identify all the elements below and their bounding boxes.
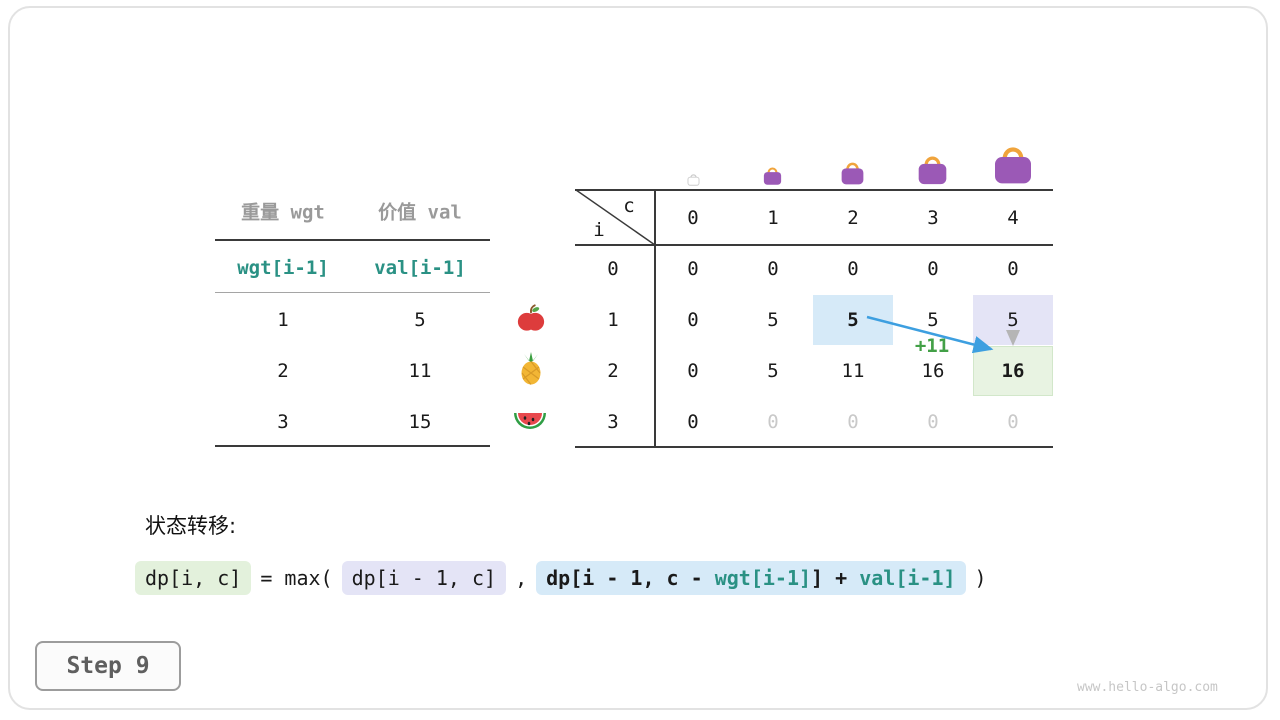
formula-close-paren: ) bbox=[974, 566, 987, 590]
items-row0-wgt: 1 bbox=[277, 309, 289, 331]
dp-cell-r1-c0: 0 bbox=[687, 309, 699, 331]
dp-cell-r0-c0: 0 bbox=[687, 258, 699, 280]
highlight-cell-i2-c4 bbox=[973, 346, 1053, 396]
formula-lhs-chip: dp[i, c] bbox=[135, 561, 252, 595]
dp-row-header-3: 3 bbox=[607, 411, 619, 433]
corner-diagonal bbox=[576, 190, 655, 245]
dp-cell-r1-c3: 5 bbox=[927, 309, 939, 331]
dp-cell-r3-c1: 0 bbox=[767, 411, 779, 433]
watermelon-icon bbox=[514, 413, 546, 429]
bag-icon-capacity-2 bbox=[841, 162, 864, 185]
bag-icon-capacity-4 bbox=[995, 147, 1031, 184]
formula-opt2-val: val[i-1] bbox=[859, 566, 956, 590]
dp-col-header-4: 4 bbox=[1007, 207, 1019, 229]
items-col-header-wgt: 重量 wgt bbox=[241, 201, 325, 224]
items-row0-val: 5 bbox=[414, 309, 426, 331]
dp-row-header-2: 2 bbox=[607, 360, 619, 382]
transition-formula: dp[i, c] = max( dp[i - 1, c] , dp[i - 1,… bbox=[135, 561, 987, 595]
dp-row-header-1: 1 bbox=[607, 309, 619, 331]
pineapple-icon bbox=[521, 352, 541, 385]
bag-icon-capacity-1 bbox=[763, 167, 782, 185]
formula-comma: , bbox=[515, 566, 528, 590]
dp-bottom-rule bbox=[575, 446, 1053, 448]
dp-col-header-1: 1 bbox=[767, 207, 779, 229]
dp-cell-r3-c4: 0 bbox=[1007, 411, 1019, 433]
dp-cell-r0-c1: 0 bbox=[767, 258, 779, 280]
bag-icon-capacity-0 bbox=[687, 174, 700, 186]
dp-top-rule bbox=[575, 189, 1053, 191]
formula-opt2-wgt: wgt[i-1] bbox=[714, 566, 812, 590]
step-label: Step 9 bbox=[35, 641, 181, 691]
arrow-value-label: +11 bbox=[914, 335, 950, 357]
dp-cell-r2-c0: 0 bbox=[687, 360, 699, 382]
dp-cell-r0-c3: 0 bbox=[927, 258, 939, 280]
bag-icon-capacity-3 bbox=[918, 156, 947, 185]
dp-cell-r1-c2: 5 bbox=[847, 309, 859, 331]
items-bottom-rule bbox=[215, 445, 490, 447]
card-background bbox=[8, 6, 1268, 710]
items-row2-wgt: 3 bbox=[277, 411, 289, 433]
dp-cell-r0-c2: 0 bbox=[847, 258, 859, 280]
dp-cell-r3-c2: 0 bbox=[847, 411, 859, 433]
dp-vertical-rule bbox=[654, 189, 656, 448]
dp-corner-row-label: i bbox=[593, 219, 605, 241]
dp-cell-r0-c4: 0 bbox=[1007, 258, 1019, 280]
dp-cell-r2-c3: 16 bbox=[921, 360, 945, 382]
items-code-wgt: wgt[i-1] bbox=[237, 257, 329, 279]
dp-col-header-2: 2 bbox=[847, 207, 859, 229]
items-row2-val: 15 bbox=[408, 411, 432, 433]
dp-cell-r1-c1: 5 bbox=[767, 309, 779, 331]
items-code-val: val[i-1] bbox=[374, 257, 466, 279]
dp-col-header-0: 0 bbox=[687, 207, 699, 229]
watermark: www.hello-algo.com bbox=[1077, 680, 1218, 695]
dp-header-rule bbox=[575, 244, 1053, 246]
formula-opt2-part2: ] + bbox=[811, 566, 860, 590]
dp-col-header-3: 3 bbox=[927, 207, 939, 229]
dp-cell-r2-c2: 11 bbox=[841, 360, 865, 382]
dp-cell-r3-c0: 0 bbox=[687, 411, 699, 433]
apple-icon bbox=[517, 304, 545, 331]
dp-cell-r3-c3: 0 bbox=[927, 411, 939, 433]
formula-opt1-chip: dp[i - 1, c] bbox=[341, 561, 507, 595]
dp-corner-col-label: c bbox=[623, 195, 635, 217]
items-header-rule bbox=[215, 239, 490, 241]
transition-label: 状态转移: bbox=[145, 514, 237, 538]
items-col-header-val: 价值 val bbox=[378, 201, 462, 224]
dp-cell-r1-c4: 5 bbox=[1007, 309, 1019, 331]
items-code-rule bbox=[215, 292, 490, 293]
formula-opt2-chip: dp[i - 1, c - wgt[i-1]] + val[i-1] bbox=[536, 561, 966, 595]
items-row1-val: 11 bbox=[408, 360, 432, 382]
dp-cell-r2-c4: 16 bbox=[1001, 360, 1025, 382]
items-row1-wgt: 2 bbox=[277, 360, 289, 382]
dp-cell-r2-c1: 5 bbox=[767, 360, 779, 382]
formula-eq-max: = max( bbox=[260, 566, 333, 590]
formula-opt2-part1: dp[i - 1, c - bbox=[546, 566, 715, 590]
dp-row-header-0: 0 bbox=[607, 258, 619, 280]
